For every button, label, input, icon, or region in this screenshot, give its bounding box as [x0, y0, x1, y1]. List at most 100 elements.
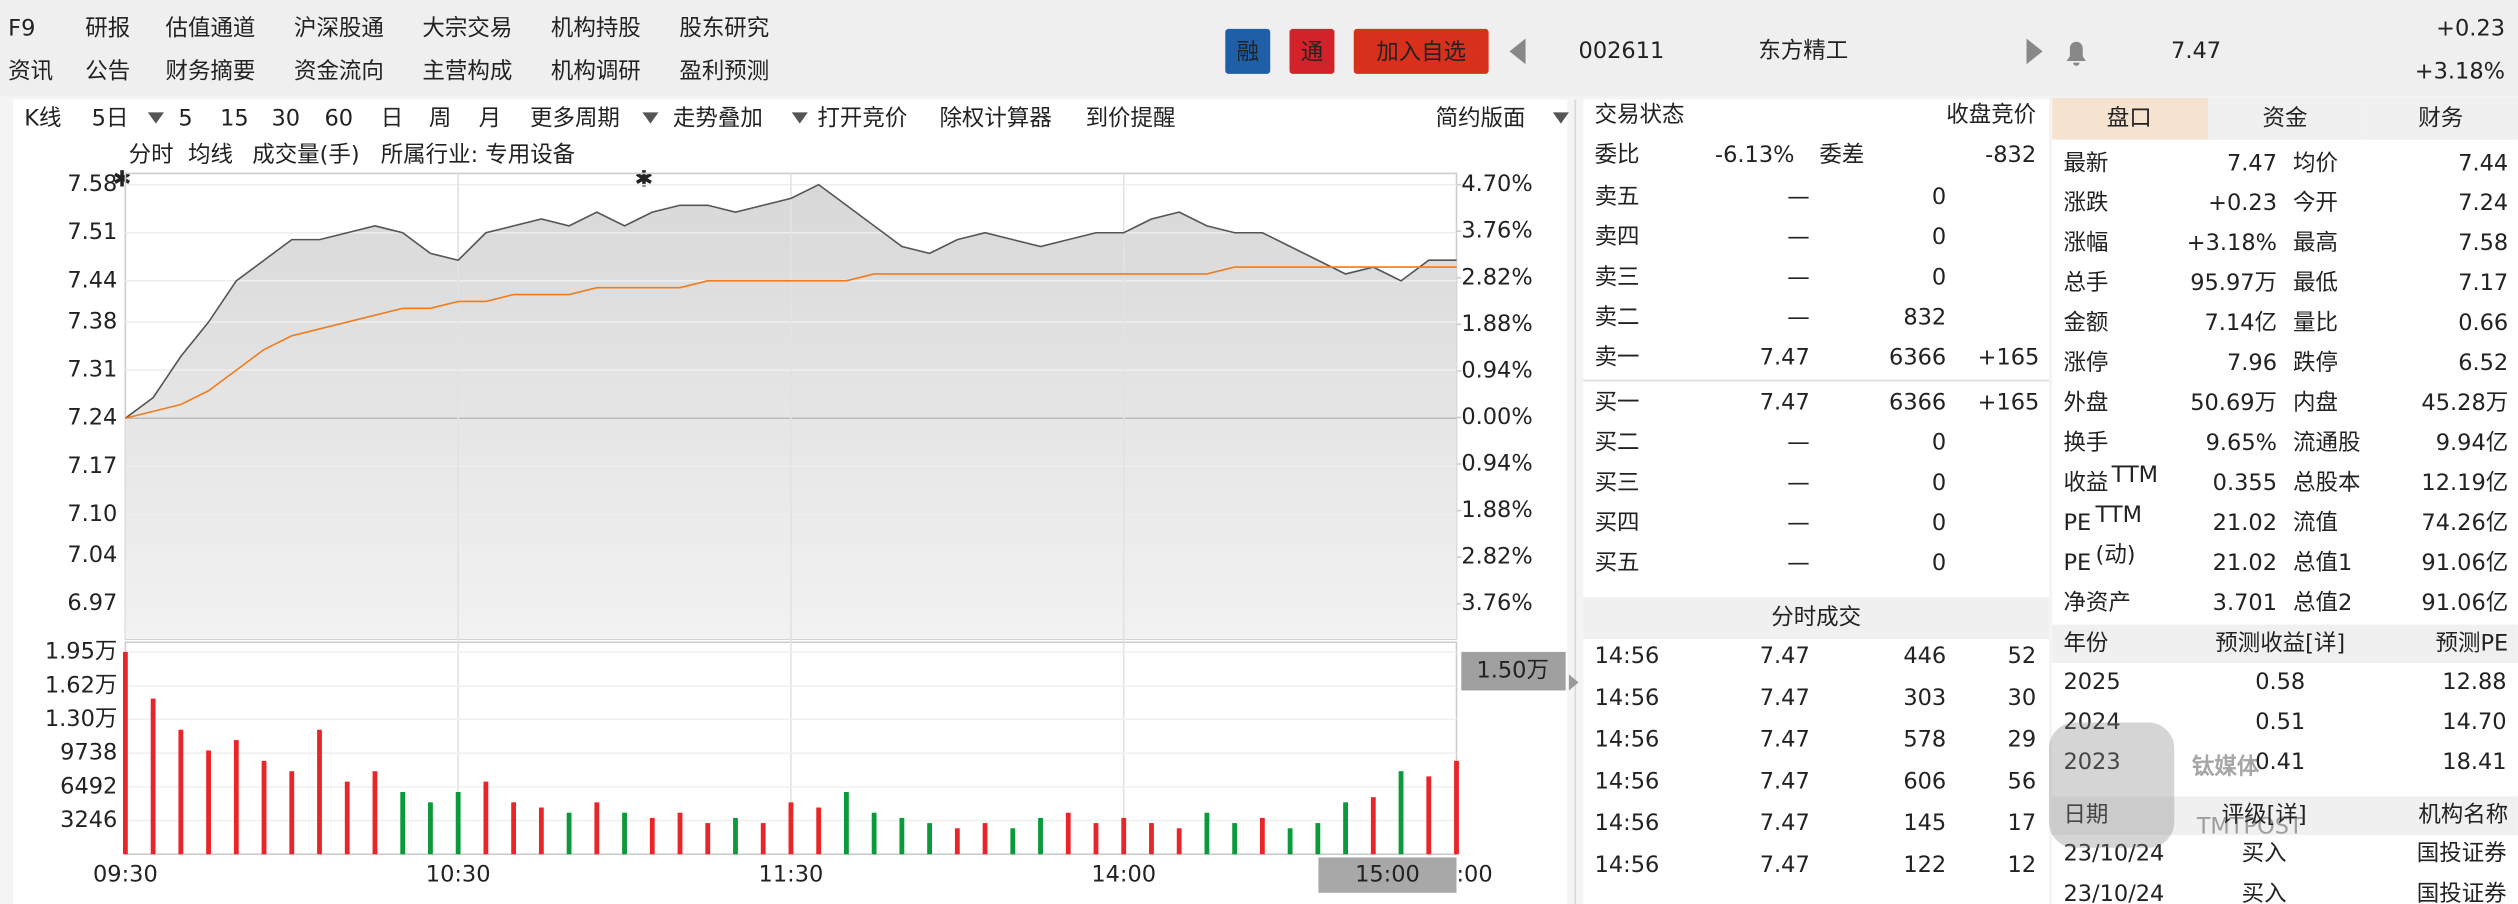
- next-arrow[interactable]: [2026, 38, 2043, 65]
- volume-bar: [1065, 812, 1071, 855]
- level-price: 7.47: [1760, 345, 1810, 371]
- menu-item[interactable]: 资讯: [8, 59, 53, 85]
- stat-value: 6.52: [2458, 350, 2508, 376]
- y2-tick-label: 1.88%: [1461, 311, 1532, 337]
- badge-bg[interactable]: [1353, 28, 1489, 74]
- menu-item[interactable]: 资金流向: [294, 59, 384, 85]
- stat-label: 净资产: [2063, 590, 2130, 616]
- badge[interactable]: 加入自选: [1376, 39, 1466, 65]
- tab-bg[interactable]: [2207, 97, 2364, 140]
- y-tick-label: 7.44: [67, 267, 117, 293]
- stat-value: 45.28万: [2421, 390, 2508, 416]
- volume-bar: [649, 817, 655, 855]
- toolbar-item[interactable]: 周: [429, 105, 451, 131]
- badge-bg[interactable]: [1225, 28, 1271, 74]
- tab[interactable]: 财务: [2418, 105, 2463, 131]
- level-change: +165: [1978, 390, 2040, 416]
- dropdown-arrow[interactable]: [147, 112, 164, 124]
- bell-icon[interactable]: [2066, 41, 2086, 66]
- y2-tick-label: 3.76%: [1461, 218, 1532, 244]
- toolbar-item[interactable]: 15: [220, 105, 249, 131]
- stat-value: 7.96: [2227, 350, 2277, 376]
- toolbar-item[interactable]: 日: [381, 105, 403, 131]
- trade-price: 7.47: [1760, 810, 1810, 836]
- tab[interactable]: 资金: [2263, 105, 2308, 131]
- badge[interactable]: 融: [1237, 39, 1259, 65]
- menu-item[interactable]: 公告: [85, 59, 130, 85]
- table-header: 预测PE: [2436, 630, 2509, 656]
- trade-volume: 303: [1903, 685, 1946, 711]
- toolbar-item[interactable]: 简约版面: [1436, 105, 1526, 131]
- menu-item[interactable]: 股东研究: [679, 15, 769, 41]
- volume-bar: [843, 791, 849, 855]
- dropdown-arrow[interactable]: [1552, 112, 1569, 124]
- menu-item[interactable]: 研报: [85, 15, 130, 41]
- value: -6.13%: [1715, 142, 1795, 168]
- volume-bar: [1343, 802, 1348, 855]
- trade-volume: 145: [1903, 810, 1946, 836]
- table-header: 机构名称: [2418, 802, 2508, 828]
- menu-item[interactable]: 盈利预测: [679, 59, 769, 85]
- level-volume: 0: [1932, 510, 1946, 536]
- collapse-arrow[interactable]: [1568, 674, 1579, 691]
- level-label: 卖四: [1595, 224, 1640, 250]
- stats-panel: [2052, 99, 2518, 904]
- toolbar-item[interactable]: 60: [324, 105, 353, 131]
- volume-bar: [1259, 817, 1265, 855]
- toolbar-item[interactable]: 走势叠加: [673, 105, 763, 131]
- toolbar-item[interactable]: 除权计算器: [939, 105, 1051, 131]
- toolbar-item[interactable]: 更多周期: [530, 105, 620, 131]
- menu-item[interactable]: 大宗交易: [422, 15, 512, 41]
- stat-value: 50.69万: [2190, 390, 2277, 416]
- volume-bar: [1315, 823, 1321, 855]
- toolbar-item[interactable]: 月: [479, 105, 501, 131]
- menu-item[interactable]: 机构调研: [551, 59, 641, 85]
- dropdown-arrow[interactable]: [642, 112, 659, 124]
- tab-bg[interactable]: [2052, 97, 2208, 140]
- toolbar-item[interactable]: 到价提醒: [1086, 105, 1176, 131]
- stat-value: 91.06亿: [2421, 590, 2508, 616]
- menu-item[interactable]: 主营构成: [422, 59, 512, 85]
- y2-tick-label: 2.82%: [1461, 544, 1532, 570]
- level-price: —: [1787, 184, 1809, 210]
- volume-bar: [178, 729, 184, 855]
- x-tick-label: 10:30: [426, 862, 491, 888]
- menu-item[interactable]: F9: [8, 15, 35, 41]
- menu-item[interactable]: 沪深股通: [294, 15, 384, 41]
- volume-bar: [1038, 817, 1043, 855]
- x-tick-label: 09:30: [93, 862, 158, 888]
- tab-bg[interactable]: [2363, 97, 2518, 140]
- level-volume: 0: [1932, 470, 1946, 496]
- stock-change: +0.23: [2436, 15, 2505, 41]
- stat-label-sup: (动): [2096, 542, 2136, 568]
- trade-price: 7.47: [1760, 727, 1810, 753]
- volume-bar: [1398, 771, 1404, 855]
- y-tick-label: 7.51: [67, 219, 117, 245]
- y-tick-label: 7.04: [67, 542, 117, 568]
- toolbar-item[interactable]: 5: [178, 105, 192, 131]
- level-label: 买二: [1595, 430, 1640, 456]
- tab[interactable]: 盘口: [2107, 105, 2152, 131]
- trade-volume: 606: [1903, 768, 1946, 794]
- volume-bar: [1287, 828, 1293, 855]
- badge[interactable]: 通: [1301, 39, 1323, 65]
- badge-bg[interactable]: [1289, 28, 1335, 74]
- table-cell: 23/10/24: [2063, 881, 2164, 904]
- stat-label: 收益: [2063, 470, 2108, 496]
- stat-value: 21.02: [2213, 510, 2277, 536]
- toolbar-item[interactable]: 30: [272, 105, 301, 131]
- menu-item[interactable]: 机构持股: [551, 15, 641, 41]
- menu-item[interactable]: 估值通道: [166, 15, 256, 41]
- trade-time: 14:56: [1595, 810, 1660, 836]
- trade-volume: 578: [1903, 727, 1946, 753]
- dropdown-arrow[interactable]: [791, 112, 808, 124]
- prev-arrow[interactable]: [1509, 38, 1526, 65]
- menu-item[interactable]: 财务摘要: [166, 59, 256, 85]
- toolbar-item[interactable]: 5日: [92, 105, 129, 131]
- table-header: 预测收益[详]: [2215, 630, 2345, 656]
- level-label: 卖五: [1595, 184, 1640, 210]
- stat-label: 量比: [2293, 310, 2338, 336]
- toolbar-item[interactable]: K线: [24, 105, 61, 131]
- label: 委差: [1819, 142, 1864, 168]
- toolbar-item[interactable]: 打开竞价: [817, 105, 907, 131]
